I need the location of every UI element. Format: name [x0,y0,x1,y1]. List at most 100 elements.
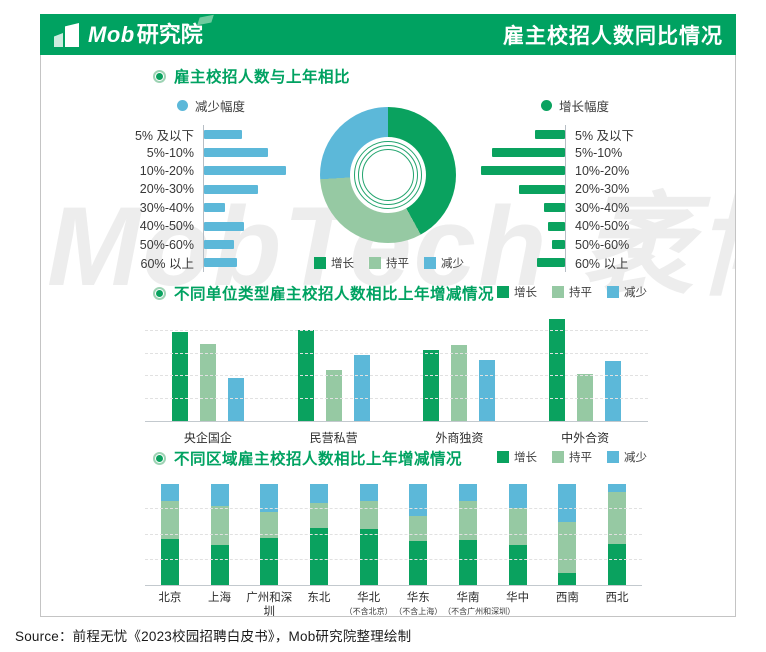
bar-减少 [479,360,496,421]
gridline [145,398,648,399]
segment-增长 [309,528,328,585]
bar-增长 [549,319,566,421]
category-label: 20%-30% [575,182,630,197]
stacked-bar [260,484,279,585]
bar-增长 [171,332,188,421]
bar-track [203,143,295,162]
x-axis-label-text: 上海 [208,592,232,604]
brand-name-cn: 研究院 [136,21,203,47]
legend-swatch-decrease [607,286,619,298]
x-axis-label: 西北 [592,592,642,616]
header-bar: Mob 研究院 雇主校招人数同比情况 [40,14,736,55]
building-block-large [65,23,79,47]
increase-bar [544,203,565,213]
brand-name-en: Mob [88,21,135,47]
gridline [145,375,648,376]
legend-item-flat: 持平 [369,255,409,271]
bar-track [203,253,295,273]
increase-bar [537,258,565,268]
x-axis-label: 民营私营 [309,431,358,445]
tornado-row: 50%-60% [474,235,656,254]
donut-hole [350,137,426,213]
legend-swatch-flat [369,257,381,269]
region-chart-legend: 增长 持平 减少 [497,449,647,465]
category-label: 60% 以上 [575,257,629,272]
segment-持平 [558,522,577,573]
legend-item-decrease: 减少 [607,449,647,465]
unit-labels: 央企国企 民营私营 外商独资 中外合资 [145,429,648,446]
tornado-row: 60% 以上 [474,253,656,273]
segment-增长 [160,538,179,585]
legend-swatch-increase [314,257,326,269]
bar-track [474,180,566,199]
segment-减少 [508,484,527,509]
legend-item-increase: 增长 [497,284,537,300]
legend-swatch-decrease [607,451,619,463]
decrease-bar [204,129,242,139]
segment-增长 [608,543,627,585]
legend-item-decrease: 减少 [607,284,647,300]
bar-减少 [353,355,370,421]
decrease-range-label: 减少幅度 [195,100,246,114]
region-bars [145,484,642,585]
bar-group [423,345,496,421]
gridline [145,330,648,331]
unit-type-chart: 央企国企 民营私营 外商独资 中外合资 [145,310,648,446]
section-bullet-icon [153,286,166,300]
legend-label-increase: 增长 [514,287,537,299]
x-axis-label-text: 西北 [605,592,629,604]
x-axis-label: 央企国企 [183,431,232,445]
stacked-bar [160,484,179,585]
bar-track [203,125,295,144]
category-label: 10%-20% [575,163,630,178]
x-axis-label: 华东 （不含上海） [393,592,443,616]
tornado-row: 10%-20% [99,161,295,181]
bar-持平 [577,374,594,421]
unit-bars [145,310,648,421]
x-axis-label: 西南 [543,592,593,616]
region-plot [145,484,642,586]
segment-减少 [558,484,577,523]
x-axis-label-text: 东北 [307,592,331,604]
segment-减少 [210,484,229,507]
increase-bar [548,221,565,231]
segment-增长 [260,537,279,585]
legend-item-increase: 增长 [497,449,537,465]
section-title-text: 不同单位类型雇主校招人数相比上年增减情况 [174,286,495,303]
segment-增长 [210,544,229,585]
stacked-bar [458,484,477,585]
decrease-bar [204,148,268,158]
category-label: 50%-60% [139,237,194,252]
legend-label-decrease: 减少 [624,287,647,299]
stacked-bar [508,484,527,585]
segment-减少 [359,484,378,502]
decrease-bar [204,203,225,213]
increase-bar [481,166,565,176]
legend-swatch-decrease [424,257,436,269]
increase-bar [519,184,565,194]
section-region-title: 不同区域雇主校招人数相比上年增减情况 [153,447,462,469]
bar-减少 [227,378,244,421]
bar-group [171,332,244,421]
section-compare-title: 雇主校招人数与上年相比 [153,65,350,87]
region-chart: 北京 上海 广州和深圳 东北 华北 （不含北京） 华东 （不含上海） 华南 （不含广州和深圳） 华中… [145,484,642,616]
gridline [145,558,642,560]
donut-chart [320,107,456,243]
flag-icon [196,14,214,25]
x-axis-label: 上海 [195,592,245,616]
section-title-text: 不同区域雇主校招人数相比上年增减情况 [174,451,463,468]
segment-增长 [359,529,378,585]
x-axis-label-text: 华中 [506,592,530,604]
category-label: 60% 以上 [140,257,195,272]
segment-减少 [309,484,328,504]
segment-增长 [508,544,527,585]
x-axis-label: 华中 [493,592,543,616]
segment-持平 [608,492,627,544]
section-bullet-icon [153,69,166,83]
section-unit-title: 不同单位类型雇主校招人数相比上年增减情况 [153,282,494,304]
legend-label-flat: 持平 [386,258,409,270]
x-axis-label-text: 华北 [357,592,381,604]
bar-track [203,161,295,181]
unit-chart-legend: 增长 持平 减少 [497,284,647,300]
legend-item-flat: 持平 [552,284,592,300]
